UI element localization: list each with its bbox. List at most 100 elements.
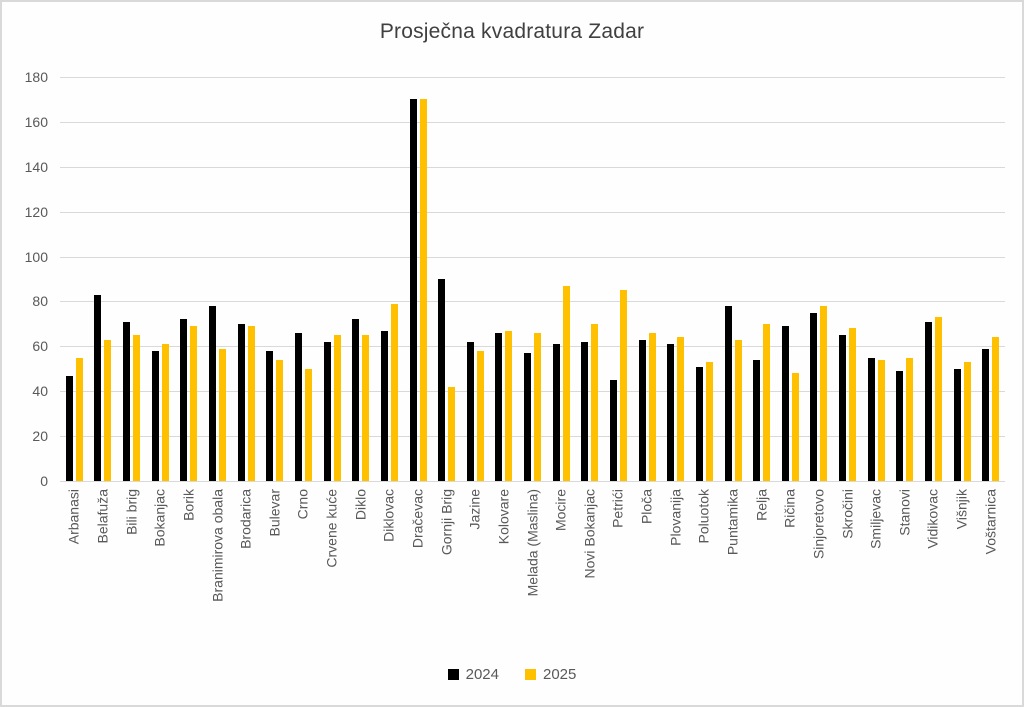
x-axis-label: Brodarica <box>237 489 254 549</box>
legend-swatch-2024 <box>447 669 459 680</box>
x-axis-label: Voštarnica <box>982 489 999 555</box>
bar-group <box>203 77 232 481</box>
bar-group <box>633 77 662 481</box>
bar-2024 <box>810 312 818 481</box>
bar-2024 <box>724 305 732 481</box>
bar-2024 <box>466 341 474 481</box>
gridline <box>60 481 1005 482</box>
bar-group <box>547 77 576 481</box>
y-axis-tick-label: 20 <box>32 428 48 445</box>
bar-2024 <box>524 353 532 481</box>
x-axis-label: Melada (Maslina) <box>524 489 540 597</box>
bar-2025 <box>849 328 857 481</box>
bar-2025 <box>992 337 1000 481</box>
x-axis-label: Poluotok <box>695 489 712 544</box>
bar-2025 <box>963 362 971 481</box>
bar-group <box>919 77 948 481</box>
bar-2025 <box>133 335 141 481</box>
bar-group <box>891 77 920 481</box>
bar-2025 <box>362 335 370 481</box>
bar-2025 <box>104 339 112 481</box>
bar-2024 <box>867 357 875 481</box>
bar-group <box>518 77 547 481</box>
bar-2025 <box>705 362 713 481</box>
bar-group <box>260 77 289 481</box>
bar-group <box>719 77 748 481</box>
bar-2024 <box>925 321 933 481</box>
y-axis-tick-label: 60 <box>32 338 48 355</box>
x-axis-label: Ričina <box>781 489 798 528</box>
bar-2024 <box>781 326 789 481</box>
bar-group <box>289 77 318 481</box>
x-axis-label: Puntamika <box>724 489 741 556</box>
bar-2024 <box>266 350 274 481</box>
bar-2024 <box>123 321 131 481</box>
bar-group <box>60 77 89 481</box>
x-axis-label: Ploča <box>638 489 655 525</box>
bar-group <box>833 77 862 481</box>
bar-2024 <box>209 305 217 481</box>
x-axis-label: Branimirova obala <box>209 489 225 602</box>
y-axis-tick-label: 180 <box>24 69 48 85</box>
bar-2024 <box>552 344 560 481</box>
bar-group <box>661 77 690 481</box>
x-axis-label: Petrići <box>609 489 626 528</box>
bar-2025 <box>906 357 914 481</box>
x-axis-label: Sinjoretovo <box>810 489 827 560</box>
bar-2024 <box>294 332 302 481</box>
gridline <box>60 166 1005 168</box>
bar-2025 <box>591 323 599 481</box>
x-axis-label: Plovanija <box>667 489 684 546</box>
x-axis-label: Relja <box>753 489 770 521</box>
bar-2024 <box>609 380 617 481</box>
x-axis-label: Višnjik <box>953 489 970 530</box>
gridline <box>60 301 1005 303</box>
bar-series-container <box>60 77 1005 481</box>
y-axis-tick-label: 120 <box>24 203 48 220</box>
x-axis-label: Mocire <box>552 489 569 532</box>
bar-group <box>604 77 633 481</box>
bar-2025 <box>448 386 456 481</box>
x-axis-label: Skročini <box>839 489 855 539</box>
bar-2024 <box>839 335 847 481</box>
plot-area <box>60 77 1005 482</box>
x-axis-label: Belafuža <box>94 489 111 544</box>
bar-2024 <box>65 375 73 481</box>
bar-2025 <box>161 344 169 481</box>
bar-group <box>862 77 891 481</box>
gridline <box>60 211 1005 213</box>
bar-2025 <box>935 317 943 481</box>
bar-group <box>432 77 461 481</box>
bar-group <box>747 77 776 481</box>
x-axis-label: Kolovare <box>495 489 512 545</box>
legend-swatch-2025 <box>525 669 536 680</box>
bar-2025 <box>562 285 570 481</box>
y-axis-tick-label: 80 <box>32 293 48 310</box>
bar-group <box>461 77 490 481</box>
bar-group <box>375 77 404 481</box>
bar-2025 <box>763 323 771 481</box>
bar-group <box>89 77 118 481</box>
x-axis-label: Borik <box>180 489 197 521</box>
y-axis-tick-label: 140 <box>24 158 48 175</box>
legend-item-2025: 2025 <box>525 666 576 683</box>
bar-2024 <box>409 99 417 481</box>
bar-group <box>146 77 175 481</box>
x-axis-label: Crno <box>294 489 311 520</box>
bar-2024 <box>667 344 675 481</box>
gridline <box>60 391 1005 393</box>
bar-2024 <box>151 350 159 481</box>
y-axis-tick-label: 40 <box>32 383 48 400</box>
y-axis-tick-label: 160 <box>24 113 48 130</box>
bar-group <box>690 77 719 481</box>
bar-2025 <box>820 305 828 481</box>
bar-group <box>117 77 146 481</box>
x-axis-label: Dračevac <box>409 489 426 549</box>
y-axis-tick-label: 100 <box>24 248 48 265</box>
bar-2024 <box>953 368 961 481</box>
x-axis-label: Bulevar <box>266 489 283 537</box>
x-axis-label: Diklo <box>352 489 369 521</box>
bar-2024 <box>982 348 990 481</box>
bar-2025 <box>619 290 627 481</box>
bar-2024 <box>695 366 703 481</box>
